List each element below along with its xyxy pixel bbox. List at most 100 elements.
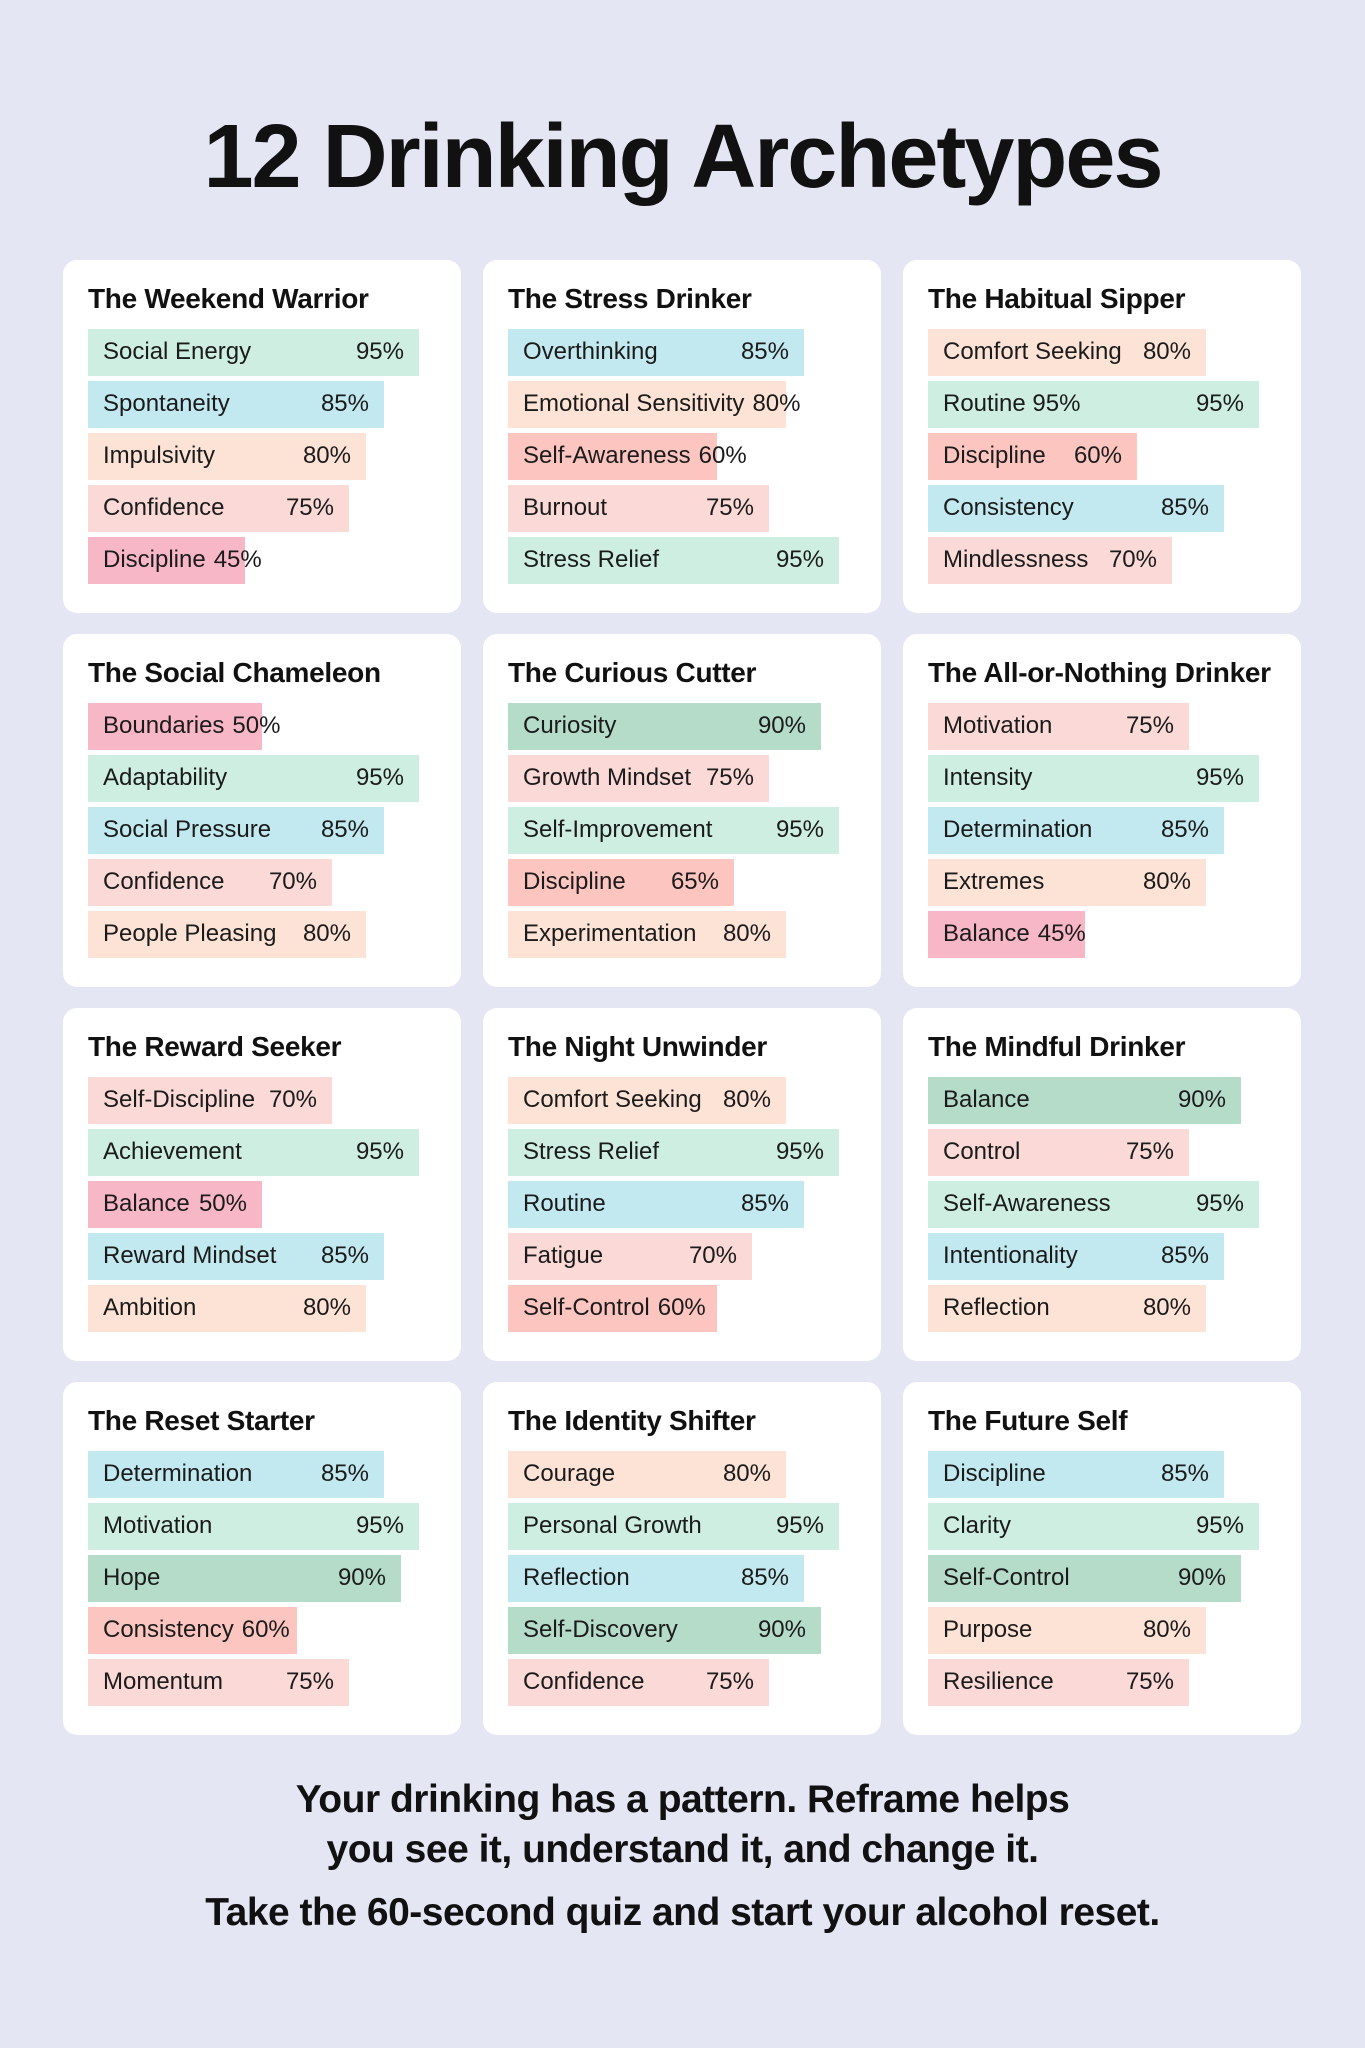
trait-value: 60% <box>698 442 747 470</box>
trait-value: 85% <box>320 816 369 844</box>
trait-label: Extremes <box>943 868 1045 896</box>
trait-bar: Motivation 75% <box>928 702 1189 750</box>
trait-label: Determination <box>943 816 1093 844</box>
trait-bar: Intensity 95% <box>928 754 1259 802</box>
tagline-line-1: Your drinking has a pattern. Reframe hel… <box>295 1778 1070 1821</box>
trait-value: 50% <box>198 1190 247 1218</box>
page-title: 12 Drinking Archetypes <box>203 107 1164 207</box>
trait-value: 75% <box>1125 712 1174 740</box>
trait-value: 85% <box>320 1242 369 1270</box>
trait-label: Impulsivity <box>103 442 216 470</box>
archetype-card: The Curious Cutter Curiosity 90% Growth Min… <box>483 634 881 987</box>
trait-bar-list: Balance 90% Control 75% Self-Awareness 95% Int… <box>928 1076 1276 1332</box>
trait-label: Reward Mindset <box>103 1242 277 1270</box>
trait-value: 80% <box>722 1086 771 1114</box>
trait-label: Consistency <box>943 494 1074 522</box>
trait-value: 95% <box>775 1512 824 1540</box>
trait-value: 65% <box>670 868 719 896</box>
trait-bar: Experimentation 80% <box>508 910 786 958</box>
trait-label: Discipline <box>943 442 1046 470</box>
trait-bar: Routine 95% 95% <box>928 380 1259 428</box>
trait-value: 95% <box>355 1138 404 1166</box>
trait-bar-list: Motivation 75% Intensity 95% Determination 85… <box>928 702 1276 958</box>
trait-value: 85% <box>1160 494 1209 522</box>
trait-bar: People Pleasing 80% <box>88 910 366 958</box>
trait-bar: Discipline 45% <box>88 536 262 584</box>
trait-bar: Consistency 85% <box>928 484 1224 532</box>
trait-value: 95% <box>1195 1190 1244 1218</box>
archetype-card: The Reset Starter Determination 85% Motivat… <box>63 1382 461 1735</box>
trait-value: 95% <box>1195 390 1244 418</box>
trait-bar-list: Comfort Seeking 80% Stress Relief 95% Routin… <box>508 1076 856 1332</box>
trait-value: 95% <box>775 1138 824 1166</box>
trait-value: 80% <box>302 442 351 470</box>
archetype-title: The Reward Seeker <box>88 1031 342 1062</box>
trait-value: 85% <box>740 1190 789 1218</box>
archetype-title: The Stress Drinker <box>508 283 752 314</box>
trait-bar: Clarity 95% <box>928 1502 1259 1550</box>
trait-bar: Routine 85% <box>508 1180 804 1228</box>
trait-bar: Emotional Sensitivity 80% <box>508 380 800 428</box>
trait-value: 45% <box>213 546 262 574</box>
trait-value: 70% <box>1108 546 1157 574</box>
trait-label: Ambition <box>103 1294 197 1322</box>
trait-bar: Growth Mindset 75% <box>508 754 769 802</box>
trait-label: Boundaries <box>103 712 225 740</box>
trait-bar: Discipline 85% <box>928 1450 1224 1498</box>
trait-bar: Impulsivity 80% <box>88 432 366 480</box>
trait-label: Purpose <box>943 1616 1033 1644</box>
trait-bar: Consistency 60% <box>88 1606 297 1654</box>
trait-bar: Resilience 75% <box>928 1658 1189 1706</box>
trait-label: Discipline <box>943 1460 1046 1488</box>
trait-label: Consistency <box>103 1616 234 1644</box>
trait-bar-list: Courage 80% Personal Growth 95% Reflection 85… <box>508 1450 856 1706</box>
trait-bar: Reward Mindset 85% <box>88 1232 384 1280</box>
trait-label: Discipline <box>523 868 626 896</box>
trait-label: Self-Awareness <box>523 442 691 470</box>
trait-label: Confidence <box>103 868 225 896</box>
trait-value: 95% <box>355 1512 404 1540</box>
trait-value: 80% <box>722 920 771 948</box>
archetype-title: The All-or-Nothing Drinker <box>928 657 1271 688</box>
trait-value: 95% <box>775 546 824 574</box>
tagline-line-2: you see it, understand it, and change it… <box>326 1828 1039 1871</box>
trait-value: 45% <box>1037 920 1086 948</box>
trait-value: 60% <box>241 1616 290 1644</box>
trait-label: Balance <box>943 920 1030 948</box>
trait-value: 85% <box>740 1564 789 1592</box>
trait-bar: Self-Control 90% <box>928 1554 1241 1602</box>
trait-label: Growth Mindset <box>523 764 692 792</box>
trait-bar: Confidence 70% <box>88 858 332 906</box>
trait-label: Burnout <box>523 494 608 522</box>
trait-bar-list: Comfort Seeking 80% Routine 95% 95% Discipli… <box>928 328 1276 584</box>
trait-label: Achievement <box>103 1138 242 1166</box>
trait-bar: Extremes 80% <box>928 858 1206 906</box>
trait-value: 90% <box>757 1616 806 1644</box>
trait-bar: Determination 85% <box>88 1450 384 1498</box>
archetype-title: The Social Chameleon <box>88 657 381 688</box>
trait-bar: Momentum 75% <box>88 1658 349 1706</box>
trait-label: Personal Growth <box>523 1512 702 1540</box>
trait-bar: Adaptability 95% <box>88 754 419 802</box>
archetype-title: The Mindful Drinker <box>928 1031 1186 1062</box>
trait-bar: Reflection 80% <box>928 1284 1206 1332</box>
archetype-title: The Identity Shifter <box>508 1405 756 1436</box>
trait-value: 90% <box>337 1564 386 1592</box>
trait-value: 75% <box>1125 1138 1174 1166</box>
archetype-title: The Curious Cutter <box>508 657 757 688</box>
trait-bar: Self-Discovery 90% <box>508 1606 821 1654</box>
trait-bar: Self-Control 60% <box>508 1284 717 1332</box>
trait-value: 80% <box>1142 1294 1191 1322</box>
trait-bar: Discipline 65% <box>508 858 734 906</box>
trait-bar-list: Self-Discipline 70% Achievement 95% Balance 5… <box>88 1076 436 1332</box>
trait-value: 85% <box>1160 1460 1209 1488</box>
archetype-card: The Night Unwinder Comfort Seeking 80% Stre… <box>483 1008 881 1361</box>
trait-value: 95% <box>355 338 404 366</box>
trait-bar: Comfort Seeking 80% <box>928 328 1206 376</box>
trait-bar: Confidence 75% <box>508 1658 769 1706</box>
trait-bar: Personal Growth 95% <box>508 1502 839 1550</box>
trait-bar: Burnout 75% <box>508 484 769 532</box>
archetype-title: The Reset Starter <box>88 1405 315 1436</box>
archetype-title: The Future Self <box>928 1405 1128 1436</box>
trait-bar-list: Discipline 85% Clarity 95% Self-Control 90% Pu… <box>928 1450 1276 1706</box>
